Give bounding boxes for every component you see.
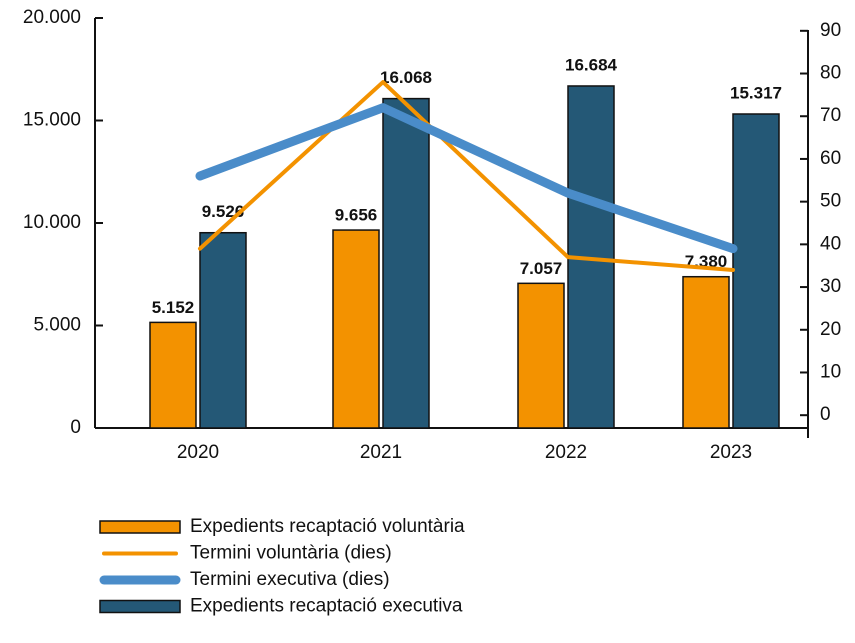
bar <box>332 229 380 429</box>
y2-tick-label: 0 <box>820 404 831 425</box>
legend-label: Termini voluntària (dies) <box>190 543 392 564</box>
bar <box>517 282 565 429</box>
legend-swatch <box>99 520 181 534</box>
y-tick-label: 10.000 <box>23 212 81 233</box>
y2-tick-label: 80 <box>820 63 841 84</box>
y2-tick-label: 50 <box>820 191 841 212</box>
y-tick-label: 5.000 <box>33 315 81 336</box>
data-label: 16.684 <box>565 55 618 74</box>
line <box>198 80 735 272</box>
bar <box>682 275 730 429</box>
bar <box>149 321 197 429</box>
data-label: 5.152 <box>152 298 195 317</box>
legend-swatch <box>99 599 181 614</box>
legend-label: Expedients recaptació executiva <box>190 596 463 617</box>
data-label: 9.656 <box>335 206 378 225</box>
y2-tick-label: 30 <box>820 276 841 297</box>
y-tick-label: 15.000 <box>23 110 81 131</box>
x-tick-label: 2023 <box>710 442 752 463</box>
bar <box>732 113 780 429</box>
data-label: 15.317 <box>730 83 782 102</box>
legend-label: Expedients recaptació voluntària <box>190 516 465 537</box>
y2-tick-label: 10 <box>820 361 841 382</box>
legend-label: Termini executiva (dies) <box>190 569 390 590</box>
x-tick-label: 2021 <box>360 442 402 463</box>
y2-tick-label: 90 <box>820 20 841 41</box>
x-tick-label: 2020 <box>177 442 219 463</box>
y2-tick-label: 40 <box>820 233 841 254</box>
y2-tick-label: 60 <box>820 148 841 169</box>
y-tick-label: 20.000 <box>23 7 81 28</box>
bar <box>382 97 430 429</box>
x-tick-label: 2022 <box>545 442 587 463</box>
data-label: 7.057 <box>520 259 563 278</box>
y2-tick-label: 70 <box>820 105 841 126</box>
bar <box>199 231 247 429</box>
data-label: 16.068 <box>380 68 432 87</box>
y-tick-label: 0 <box>70 417 81 438</box>
line <box>195 103 738 254</box>
y2-tick-label: 20 <box>820 319 841 340</box>
